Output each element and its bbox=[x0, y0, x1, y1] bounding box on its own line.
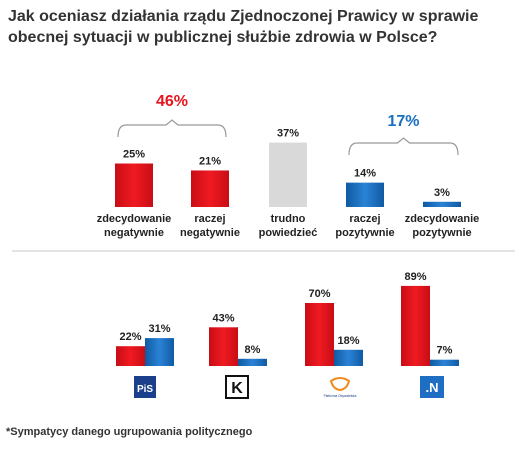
pis-logo-icon: PiS bbox=[134, 376, 156, 398]
group-3-bar-value-1: 7% bbox=[437, 345, 453, 357]
group-bracket-0 bbox=[117, 119, 227, 138]
category-label-2-0: trudno bbox=[271, 213, 306, 225]
group-1-bar-value-0: 43% bbox=[212, 312, 234, 324]
category-label-3-0: raczej bbox=[349, 213, 380, 225]
kukiz-logo-icon: K bbox=[225, 375, 249, 399]
po-logo-icon: Platforma Obywatelska bbox=[324, 377, 357, 398]
group-0-bar-value-1: 31% bbox=[148, 323, 170, 335]
bar-2 bbox=[269, 142, 307, 207]
bar-3 bbox=[346, 182, 384, 207]
footnote: *Sympatycy danego ugrupowania polityczne… bbox=[6, 426, 253, 438]
svg-text:PiS: PiS bbox=[137, 384, 153, 395]
bar-value-label-1: 21% bbox=[199, 155, 221, 167]
group-bracket-1 bbox=[348, 137, 459, 156]
group-total-label-0: 46% bbox=[156, 93, 188, 110]
bar-value-label-0: 25% bbox=[123, 149, 145, 161]
group-0-bar-0 bbox=[116, 346, 145, 366]
group-1-bar-value-1: 8% bbox=[245, 344, 261, 356]
bar-value-label-4: 3% bbox=[434, 187, 450, 199]
category-label-1-0: raczej bbox=[194, 213, 225, 225]
category-label-4-0: zdecydowanie bbox=[405, 213, 480, 225]
category-label-3-1: pozytywnie bbox=[335, 227, 394, 239]
svg-text:.N: .N bbox=[426, 380, 439, 395]
chart-title: Jak oceniasz działania rządu Zjednoczone… bbox=[8, 8, 479, 46]
group-0-bar-1 bbox=[145, 338, 174, 366]
group-2-bar-value-1: 18% bbox=[337, 335, 359, 347]
category-label-4-1: pozytywnie bbox=[412, 227, 471, 239]
group-1-bar-0 bbox=[209, 327, 238, 366]
bar-1 bbox=[191, 170, 229, 207]
category-label-2-1: powiedzieć bbox=[259, 227, 318, 239]
bar-0 bbox=[115, 163, 153, 207]
group-3-bar-1 bbox=[430, 359, 459, 366]
category-label-1-1: negatywnie bbox=[180, 227, 240, 239]
bar-value-label-3: 14% bbox=[354, 168, 376, 180]
overall-rating-chart: 25% zdecydowanie negatywnie 21% raczej negaty… bbox=[97, 93, 480, 239]
group-2-bar-1 bbox=[334, 349, 363, 366]
bar-4 bbox=[423, 201, 461, 207]
category-label-0-1: negatywnie bbox=[104, 227, 164, 239]
nowoczesna-logo-icon: .N bbox=[420, 376, 444, 398]
group-1-bar-1 bbox=[238, 358, 267, 366]
group-0-bar-value-0: 22% bbox=[119, 331, 141, 343]
bar-value-label-2: 37% bbox=[277, 128, 299, 140]
group-3-bar-value-0: 89% bbox=[404, 271, 426, 283]
group-2-bar-0 bbox=[305, 303, 334, 366]
group-total-label-1: 17% bbox=[387, 113, 419, 130]
group-3-bar-0 bbox=[401, 285, 430, 366]
svg-text:K: K bbox=[231, 380, 243, 397]
supporters-chart: 22% 31% 43% 8% 70% 18% 89% 7% PiS K Platforma Obyw… bbox=[116, 271, 459, 399]
svg-text:Platforma Obywatelska: Platforma Obywatelska bbox=[324, 394, 357, 398]
category-label-0-0: zdecydowanie bbox=[97, 213, 172, 225]
group-2-bar-value-0: 70% bbox=[308, 288, 330, 300]
